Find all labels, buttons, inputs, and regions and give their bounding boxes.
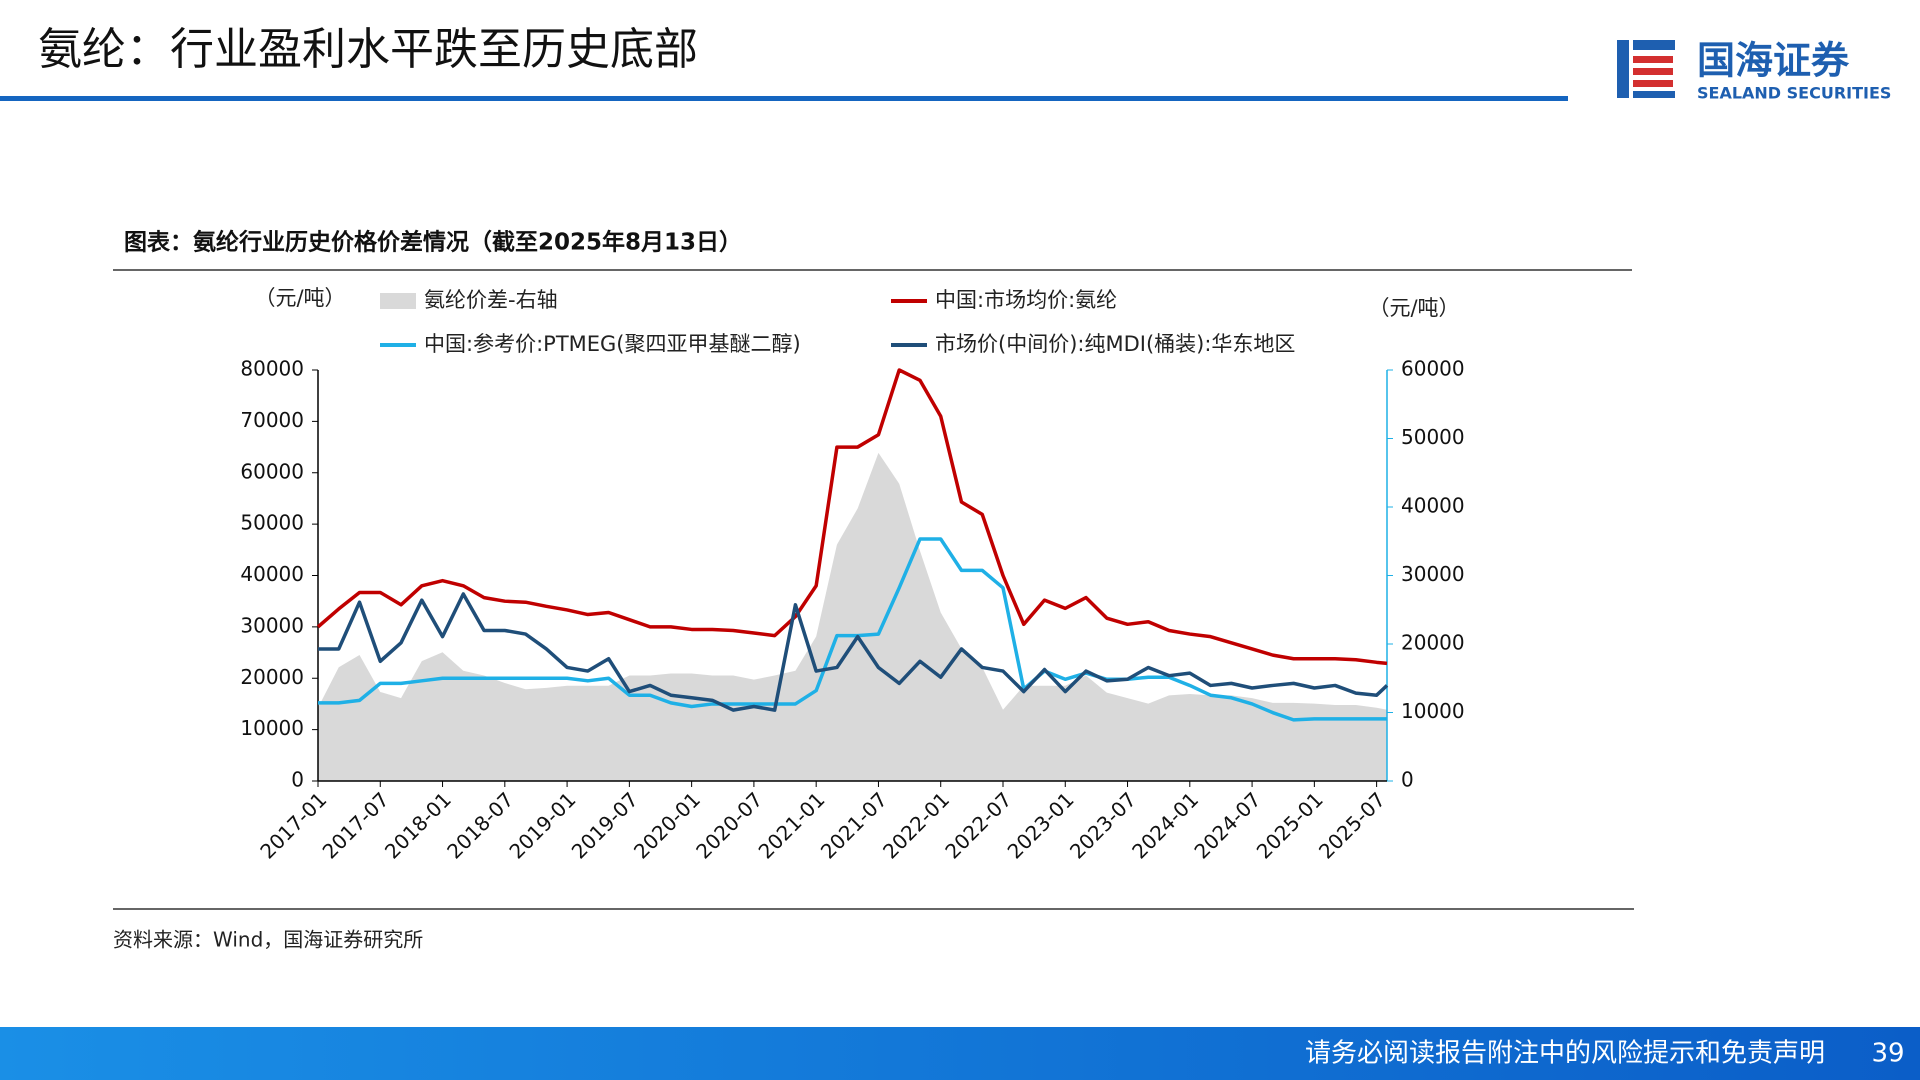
y-tick-label: 50000 [240,511,304,535]
y2-tick-label: 0 [1401,768,1414,792]
y-tick-label: 0 [291,768,304,792]
y-tick-label: 70000 [240,408,304,432]
x-tick-label: 2022-07 [940,787,1016,863]
page-number: 39 [1871,1039,1904,1069]
y-axis-label: （元/吨） [254,286,345,310]
y2-tick-label: 30000 [1401,562,1465,586]
x-tick-label: 2018-01 [380,787,456,863]
legend-label: 市场价(中间价):纯MDI(桶装):华东地区 [935,332,1295,356]
y-tick-label: 60000 [240,459,304,483]
source: 资料来源：Wind，国海证券研究所 [113,928,423,952]
legend-label: 中国:市场均价:氨纶 [935,288,1117,312]
slide-title: 氨纶：行业盈利水平跌至历史底部 [38,24,698,75]
x-tick-label: 2019-01 [504,787,580,863]
x-tick-label: 2020-01 [629,787,705,863]
y2-tick-label: 50000 [1401,425,1465,449]
x-tick-label: 2023-01 [1003,787,1079,863]
logo-icon [1617,40,1675,98]
y2-tick-label: 10000 [1401,699,1465,723]
y-tick-label: 10000 [240,716,304,740]
legend-swatch [380,293,416,309]
x-tick-label: 2021-07 [816,787,892,863]
disclaimer: 请务必阅读报告附注中的风险提示和免责声明 [1305,1039,1825,1069]
logo-subtitle: SEALAND SECURITIES [1697,84,1891,103]
area [318,452,1387,781]
y-tick-label: 80000 [240,357,304,381]
x-tick-label: 2024-01 [1127,787,1203,863]
title-rule [0,96,1568,101]
x-tick-label: 2024-07 [1189,787,1265,863]
y-tick-label: 40000 [240,562,304,586]
x-tick-label: 2023-07 [1065,787,1141,863]
line [316,368,1388,666]
y2-tick-label: 20000 [1401,631,1465,655]
x-tick-label: 2018-07 [442,787,518,863]
x-tick-label: 2017-07 [318,787,394,863]
x-tick-label: 2020-07 [691,787,767,863]
legend-label: 氨纶价差-右轴 [424,288,558,312]
legend-label: 中国:参考价:PTMEG(聚四亚甲基醚二醇) [424,332,801,356]
y-tick-label: 30000 [240,613,304,637]
y2-tick-label: 40000 [1401,494,1465,518]
y2-axis-label: （元/吨） [1368,296,1459,320]
x-tick-label: 2022-01 [878,787,954,863]
y2-tick-label: 60000 [1401,357,1465,381]
x-tick-label: 2019-07 [567,787,643,863]
x-tick-label: 2021-01 [754,787,830,863]
line [318,592,1389,712]
plot: 0 10000 20000 30000 40000 50000 60000 70000 8000… [240,288,1464,864]
logo-name: 国海证券 [1697,39,1850,83]
footer-bar [0,1027,1920,1080]
x-tick-label: 2025-01 [1252,787,1328,863]
x-tick-label: 2017-01 [255,787,331,863]
x-tick-label: 2025-07 [1314,787,1390,863]
chart-title: 图表：氨纶行业历史价格价差情况（截至2025年8月13日） [124,229,742,256]
y-tick-label: 20000 [240,665,304,689]
